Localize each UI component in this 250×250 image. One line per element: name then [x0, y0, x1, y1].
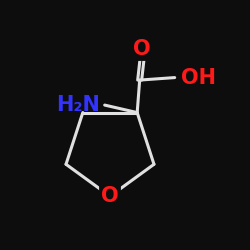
Text: O: O — [101, 186, 119, 206]
Text: OH: OH — [181, 68, 216, 87]
Text: O: O — [133, 39, 151, 59]
Text: H₂N: H₂N — [56, 95, 100, 115]
